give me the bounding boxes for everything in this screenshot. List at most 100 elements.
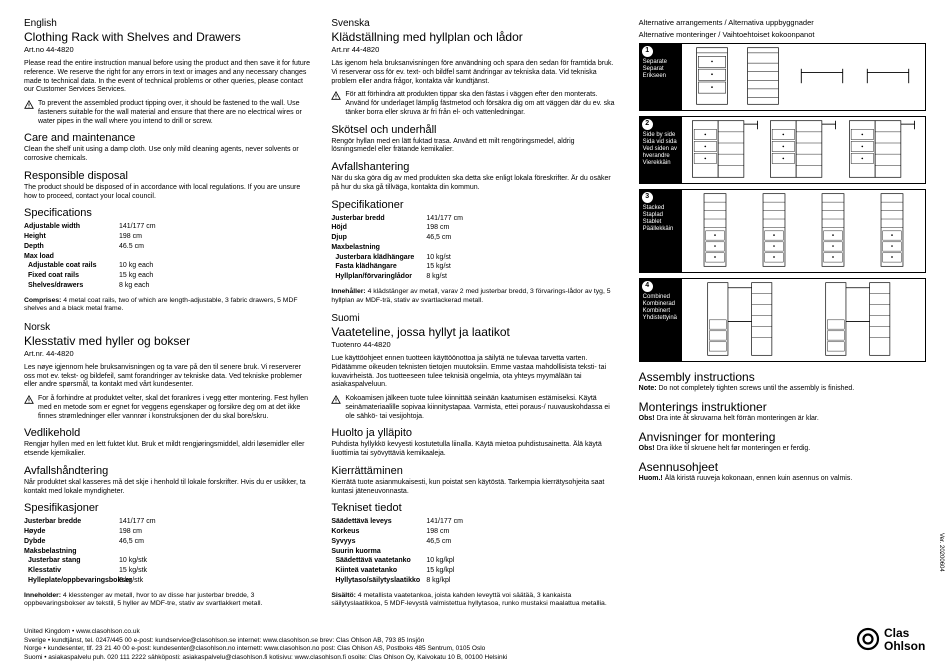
title: Clothing Rack with Shelves and Drawers [24,30,311,44]
footer: United Kingdom • www.clasohlson.co.uk Sv… [24,628,926,662]
rack-icon [797,67,847,87]
lang-sv: Svenska Klädställning med hyllplan och l… [331,18,618,305]
warning-icon [331,91,341,101]
disp: Når produktet skal kasseres må det skje … [24,479,311,497]
disp-h: Avfallshantering [331,161,618,173]
intro: Läs igenom hela bruksanvisningen före an… [331,60,618,86]
spec-h: Specifikationer [331,199,618,211]
warning: For å forhindre at produktet velter, ska… [24,395,311,421]
disp-h: Responsible disposal [24,170,311,182]
assembly-en-h: Assembly instructions [639,370,926,384]
lang-label: Suomi [331,313,618,324]
disp: När du ska göra dig av med produkten ska… [331,175,618,193]
spec-table-en: Adjustable width141/177 cmHeight198 cmDe… [24,222,311,291]
warning-icon [331,395,341,405]
intro: Please read the entire instruction manua… [24,60,311,95]
arrangement-row: 3StackedStapladStabletPäällekkäin [639,189,926,273]
col-figures: Alternative arrangements / Alternativa u… [639,18,926,609]
rack-icon [863,67,913,87]
comprises: Inneholder: 4 klesstenger av metall, hvo… [24,592,311,609]
col-sv-fi: Svenska Klädställning med hyllplan och l… [331,18,618,609]
warn-text: Kokoamisen jälkeen tuote tulee kiinnittä… [345,395,618,421]
intro: Les nøye igjennom hele bruksanvisningen … [24,364,311,390]
spec-h: Tekniset tiedot [331,502,618,514]
lang-label: English [24,18,311,29]
spec-h: Specifications [24,207,311,219]
assembly-fi-note: Huom.! Älä kiristä ruuveja kokonaan, enn… [639,475,926,482]
rack-icon [822,281,902,359]
title: Klesstativ med hyller og bokser [24,334,311,348]
spec-table-no: Justerbar bredde141/177 cmHøyde198 cmDyb… [24,517,311,586]
rack-icon [761,192,787,270]
care-h: Care and maintenance [24,132,311,144]
care-h: Huolto ja ylläpito [331,427,618,439]
arrangement-row: 2Side by sideSida vid sidaVed siden av h… [639,116,926,184]
warning-icon [24,100,34,110]
title: Vaateteline, jossa hyllyt ja laatikot [331,325,618,339]
care: Rengör hyllan med en lätt fuktad trasa. … [331,138,618,156]
care: Rengjør hyllen med en lett fuktet klut. … [24,441,311,459]
svg-text:Ohlson: Ohlson [884,639,925,653]
disp: Kierrätä tuote asianmukaisesti, kun pois… [331,479,618,497]
footer-no: Norge • kundesenter, tlf. 23 21 40 00 e-… [24,645,926,653]
footer-fi: Suomi • asiakaspalvelu puh. 020 111 2222… [24,654,926,662]
arrangement-row: 4CombinedKombineradKombinertYhdistettyin… [639,278,926,362]
artno: Art.no 44-4820 [24,45,311,54]
rack-icon [820,192,846,270]
disp-h: Kierrättäminen [331,465,618,477]
footer-uk: United Kingdom • www.clasohlson.co.uk [24,628,926,636]
assembly-sv-note: Obs! Dra inte åt skruvarna helt förrän m… [639,415,926,422]
arr-title-2: Alternative monteringer / Vaihtoehtoiset… [639,30,926,39]
warning: Kokoamisen jälkeen tuote tulee kiinnittä… [331,395,618,421]
warning-icon [24,395,34,405]
rack-icon [745,46,781,108]
rack-icon [847,119,917,181]
lang-en: English Clothing Rack with Shelves and D… [24,18,311,314]
comprises: Innehåller: 4 klädstänger av metall, var… [331,288,618,305]
clas-ohlson-logo: Clas Ohlson [856,622,926,658]
disp: The product should be disposed of in acc… [24,184,311,202]
rack-icon [694,46,730,108]
assembly-sv-h: Monterings instruktioner [639,400,926,414]
comprises: Comprises: 4 metal coat rails, two of wh… [24,297,311,314]
version: Ver. 20200604 [938,533,944,572]
footer-se: Sverige • kundtjänst, tel. 0247/445 00 e… [24,637,926,645]
intro: Lue käyttöohjeet ennen tuotteen käyttöön… [331,355,618,390]
col-en-no: English Clothing Rack with Shelves and D… [24,18,311,609]
artno: Art.nr 44-4820 [331,45,618,54]
warn-text: For å forhindre at produktet velter, ska… [38,395,311,421]
assembly-no-note: Obs! Dra ikke til skruene helt før monte… [639,445,926,452]
lang-fi: Suomi Vaateteline, jossa hyllyt ja laati… [331,313,618,609]
spec-table-fi: Säädettävä leveys141/177 cmKorkeus198 cm… [331,517,618,586]
lang-no: Norsk Klesstativ med hyller og bokser Ar… [24,322,311,609]
care-h: Skötsel och underhåll [331,124,618,136]
page: English Clothing Rack with Shelves and D… [24,18,926,609]
rack-icon [690,119,760,181]
warn-text: För att förhindra att produkten tippar s… [345,91,618,117]
comprises: Sisältö: 4 metallista vaatetankoa, joist… [331,592,618,609]
arr-title-1: Alternative arrangements / Alternativa u… [639,18,926,27]
spec-table-sv: Justerbar bredd141/177 cmHöjd198 cmDjup4… [331,214,618,283]
care: Clean the shelf unit using a damp cloth.… [24,146,311,164]
disp-h: Avfallshåndtering [24,465,311,477]
arrangement-row: 1SeparateSeparatErikseen [639,43,926,111]
warning: To prevent the assembled product tipping… [24,100,311,126]
spec-h: Spesifikasjoner [24,502,311,514]
artno: Art.nr. 44-4820 [24,349,311,358]
rack-icon [704,281,784,359]
lang-label: Svenska [331,18,618,29]
rack-icon [768,119,838,181]
rack-icon [879,192,905,270]
warn-text: To prevent the assembled product tipping… [38,100,311,126]
artno: Tuotenro 44-4820 [331,340,618,349]
assembly-no-h: Anvisninger for montering [639,430,926,444]
assembly-fi-h: Asennusohjeet [639,460,926,474]
lang-label: Norsk [24,322,311,333]
care: Puhdista hyllykkö kevyesti kostutetulla … [331,441,618,459]
rack-icon [702,192,728,270]
assembly-en-note: Note: Do not completely tighten screws u… [639,385,926,392]
care-h: Vedlikehold [24,427,311,439]
svg-text:Clas: Clas [884,626,910,640]
warning: För att förhindra att produkten tippar s… [331,91,618,117]
arrangement-rows: 1SeparateSeparatErikseen2Side by sideSid… [639,43,926,362]
